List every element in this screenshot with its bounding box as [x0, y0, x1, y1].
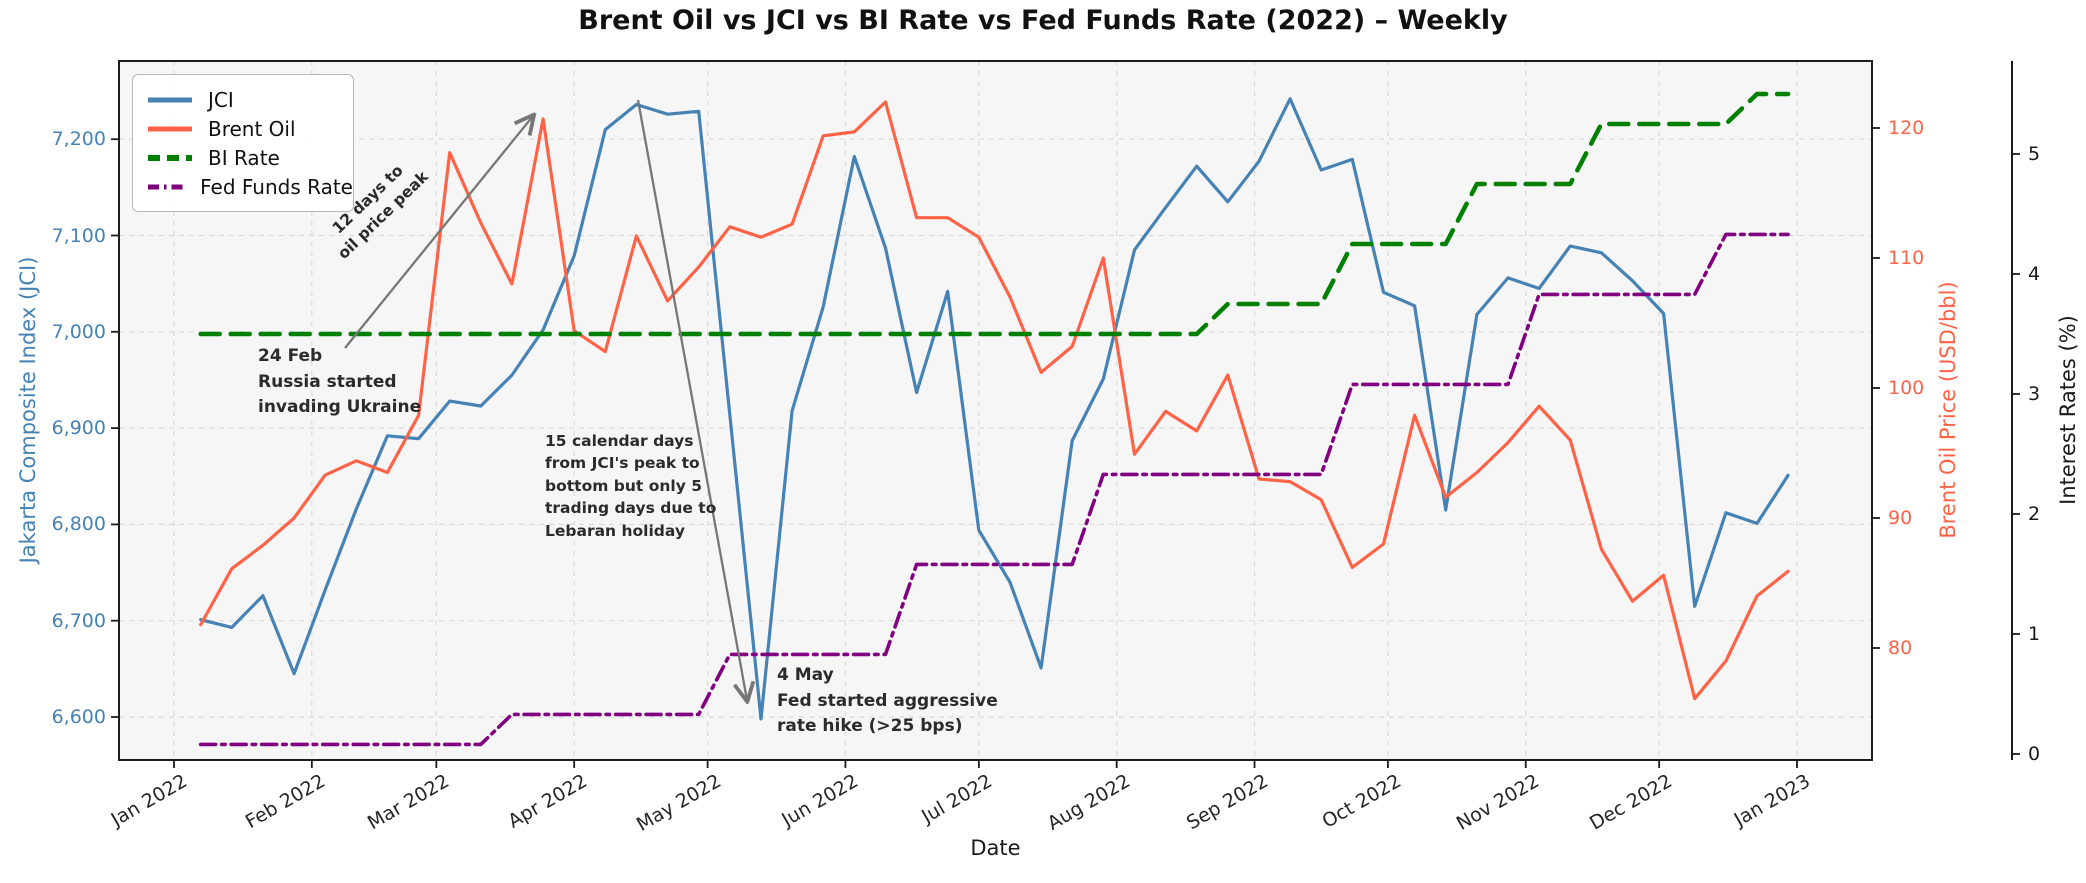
y-tick-rates: 3: [2028, 383, 2041, 405]
legend-line-brent-icon: [148, 126, 192, 131]
annotation-fed-rate-hike: 4 May Fed started aggressive rate hike (…: [777, 665, 998, 736]
y-tick-jci: 7,100: [51, 224, 106, 247]
legend-item-jci: JCI: [147, 85, 353, 114]
annotation-russia-invasion: 24 Feb Russia started invading Ukraine: [258, 346, 422, 417]
y-tick-rates: 1: [2028, 623, 2041, 645]
y-axis-label-jci: Jakarta Composite Index (JCI): [16, 256, 40, 564]
y-tick-brent: 120: [1888, 117, 1925, 139]
legend-item-fed-funds: Fed Funds Rate: [147, 172, 353, 201]
arrow-to-oil-peak: [344, 116, 533, 349]
legend-item-bi-rate: BI Rate: [147, 143, 353, 172]
y-axis-label-brent: Brent Oil Price (USD/bbl): [1936, 281, 1960, 539]
y-tick-jci: 7,200: [51, 128, 106, 151]
legend-line-fed-funds-icon: [148, 184, 186, 189]
legend-line-jci-icon: [148, 97, 192, 102]
arrow-jci-peak-to-bottom: [636, 99, 747, 700]
series-fed-funds-rate: [198, 232, 1790, 747]
y-tick-jci: 6,700: [51, 609, 106, 632]
series-bi-rate: [198, 91, 1791, 337]
y-tick-brent: 80: [1888, 637, 1913, 659]
y-tick-brent: 90: [1888, 507, 1913, 529]
y-tick-rates: 0: [2028, 743, 2041, 765]
y-tick-rates: 4: [2028, 263, 2041, 285]
x-axis-label: Date: [970, 836, 1021, 860]
series-brent-oil: [199, 100, 1790, 701]
legend-line-bi-rate-icon: [148, 154, 192, 161]
y-tick-brent: 110: [1888, 247, 1925, 269]
legend-label: Fed Funds Rate: [200, 174, 353, 199]
y-tick-jci: 7,000: [51, 320, 106, 343]
legend-item-brent: Brent Oil: [147, 114, 353, 143]
plot-area: [119, 61, 1872, 760]
series-jci: [199, 97, 1790, 721]
legend-label: Brent Oil: [208, 116, 296, 141]
annotation-lebaran-holiday: 15 calendar days from JCI's peak to bott…: [545, 432, 717, 540]
y-tick-brent: 100: [1888, 377, 1925, 399]
y-axis-label-rates: Interest Rates (%): [2056, 315, 2080, 505]
legend-label: JCI: [208, 87, 234, 112]
y-tick-rates: 2: [2028, 503, 2041, 525]
chart-title: Brent Oil vs JCI vs BI Rate vs Fed Funds…: [578, 5, 1508, 36]
y-tick-jci: 6,800: [51, 513, 106, 536]
y-tick-jci: 6,900: [51, 417, 106, 440]
y-tick-jci: 6,600: [51, 706, 106, 728]
plot-border: [118, 60, 1873, 761]
legend-label: BI Rate: [208, 145, 280, 170]
y-tick-rates: 5: [2028, 143, 2041, 165]
legend: JCI Brent Oil BI Rate Fed Funds Rate: [132, 74, 354, 212]
